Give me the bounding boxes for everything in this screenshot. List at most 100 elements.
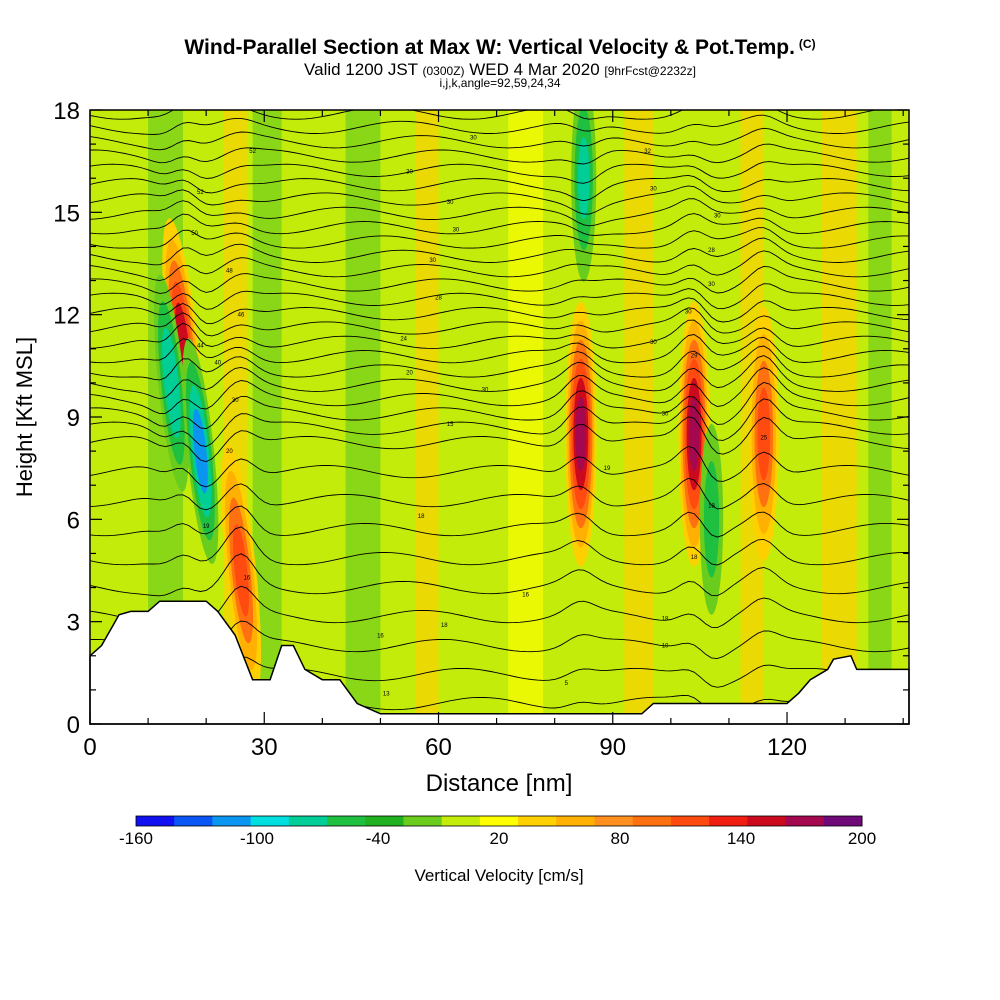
contour-label: 18 xyxy=(708,504,715,510)
contour-label: 50 xyxy=(191,231,198,237)
downdraft-cell xyxy=(192,408,208,494)
x-axis-label: Distance [nm] xyxy=(426,770,573,797)
contour-label: 24 xyxy=(400,337,407,343)
colorbar-tick-label: -100 xyxy=(240,829,274,848)
terrain xyxy=(89,600,910,725)
colorbar-swatch xyxy=(288,816,328,826)
contour-label: 30 xyxy=(429,258,436,264)
colorbar-swatch xyxy=(441,816,481,826)
contour-label: 30 xyxy=(482,388,489,394)
colorbar-label: Vertical Velocity [cm/s] xyxy=(414,866,583,885)
contour-label: 18 xyxy=(441,623,448,629)
y-axis: 0 3 6 9 12 15 18 xyxy=(53,98,909,739)
theta-contour xyxy=(90,505,909,538)
colorbar-swatch xyxy=(479,816,519,826)
updraft-cell xyxy=(757,387,771,481)
contour-label: 30 xyxy=(650,186,657,192)
contour-label: 40 xyxy=(214,360,221,366)
contour-label: 15 xyxy=(447,422,454,428)
field-band xyxy=(508,110,544,724)
downdraft-cell xyxy=(577,137,590,220)
contour-label: 28 xyxy=(708,248,715,254)
x-tick-label: 30 xyxy=(251,734,278,761)
theta-contour xyxy=(90,198,909,227)
y-tick-label: 18 xyxy=(53,98,80,125)
updraft-cell xyxy=(233,524,250,617)
contour-label: 28 xyxy=(435,296,442,302)
contour-label: 30 xyxy=(714,214,721,220)
theta-contour xyxy=(90,307,909,337)
theta-contour xyxy=(90,367,909,415)
colorbar-swatch xyxy=(709,816,748,826)
contour-labels: 30 52 32 30 30 30 52 30 30 50 28 30 48 30 28 30 46 24 30 44… xyxy=(191,135,768,697)
theta-contour xyxy=(90,526,909,566)
theta-contour xyxy=(90,446,909,488)
theta-contour xyxy=(90,174,909,202)
contour-label: 52 xyxy=(249,149,256,155)
contour-label: 30 xyxy=(662,412,669,418)
contour-label: 18 xyxy=(691,555,698,561)
copyright-mark: (C) xyxy=(798,37,816,51)
theta-contour xyxy=(90,416,909,463)
valid-date: WED 4 Mar 2020 xyxy=(469,60,600,79)
contour-label: 18 xyxy=(662,616,669,622)
theta-contour xyxy=(90,553,909,597)
contour-label: 16 xyxy=(377,633,384,639)
contour-label: 5 xyxy=(565,681,569,687)
theta-contour xyxy=(90,237,909,266)
updraft-cell xyxy=(688,396,700,472)
contour-label: 30 xyxy=(685,309,692,315)
colorbar-swatch xyxy=(518,816,557,826)
y-tick-label: 12 xyxy=(53,303,80,330)
contour-label: 16 xyxy=(522,592,529,598)
forecast-info: [9hrFcst@2232z] xyxy=(604,64,696,78)
theta-contour xyxy=(90,477,909,511)
colorbar-tick-label: 140 xyxy=(727,829,755,848)
theta-contour xyxy=(90,297,909,325)
contour-label: 30 xyxy=(406,169,413,175)
theta-contour xyxy=(90,127,909,151)
colorbar-swatch xyxy=(212,816,252,826)
contour-label: 52 xyxy=(197,190,204,196)
contour-label: 16 xyxy=(243,575,250,581)
theta-contour xyxy=(90,185,909,215)
theta-contour xyxy=(90,161,909,184)
theta-contour xyxy=(90,227,909,249)
x-tick-label: 60 xyxy=(425,734,452,761)
chart-subtitle: Valid 1200 JST (0300Z) WED 4 Mar 2020 [9… xyxy=(0,60,1000,80)
x-tick-label: 0 xyxy=(83,734,96,761)
x-tick-label: 90 xyxy=(599,734,626,761)
contour-label: 46 xyxy=(238,313,245,319)
colorbar-swatch xyxy=(747,816,787,826)
y-tick-label: 15 xyxy=(53,200,80,227)
valid-utc: (0300Z) xyxy=(422,64,465,78)
theta-contour xyxy=(90,398,909,447)
colorbar: -160 -100 -40 20 80 140 200 xyxy=(119,815,876,848)
chart-title: Wind-Parallel Section at Max W: Vertical… xyxy=(0,36,1000,60)
downdraft-cell xyxy=(162,327,181,438)
theta-contour xyxy=(90,213,909,236)
colorbar-swatch xyxy=(785,816,825,826)
contour-label: 29 xyxy=(691,354,698,360)
field-band xyxy=(450,110,480,724)
field-band xyxy=(415,110,439,724)
field-band xyxy=(345,110,381,724)
contour-label: 30 xyxy=(470,135,477,141)
index-info: i,j,k,angle=92,59,24,34 xyxy=(439,76,561,90)
x-tick-label: 120 xyxy=(767,734,807,761)
downdraft-cell xyxy=(703,460,720,578)
theta-contour xyxy=(90,585,909,629)
field-band xyxy=(821,110,857,724)
colorbar-swatch xyxy=(250,816,290,826)
contour-label: 18 xyxy=(418,514,425,520)
y-axis-label: Height [Kft MSL] xyxy=(12,337,37,497)
colorbar-tick-label: 80 xyxy=(611,829,630,848)
x-axis: 0 30 60 90 120 xyxy=(83,110,904,761)
contour-label: 19 xyxy=(604,466,611,472)
theta-contour xyxy=(90,319,909,349)
colorbar-frame xyxy=(135,815,863,827)
theta-contour xyxy=(90,265,909,294)
theta-contour xyxy=(90,114,909,135)
colorbar-swatch xyxy=(365,816,404,826)
